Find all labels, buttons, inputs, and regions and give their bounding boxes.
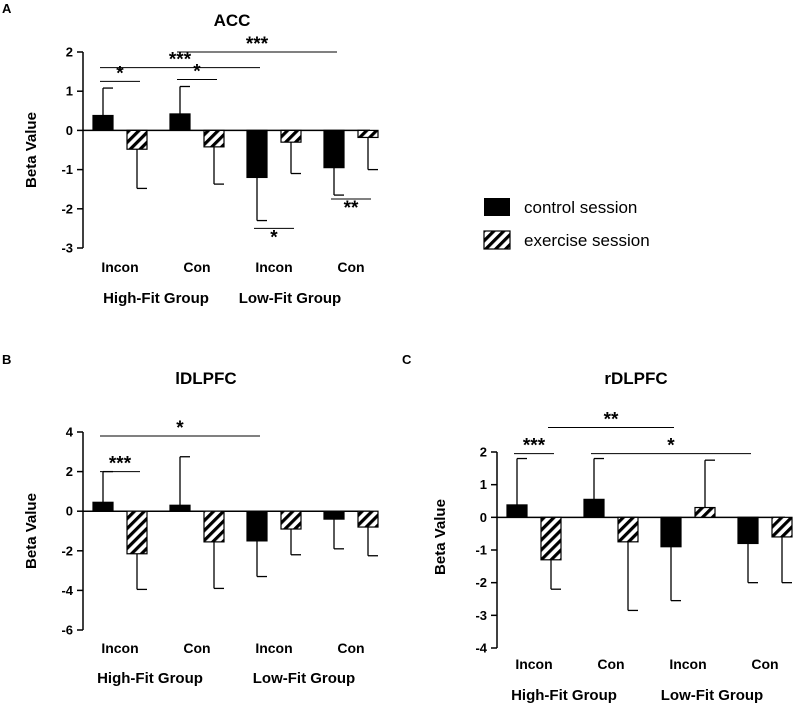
y-tick-label: 2 — [66, 464, 73, 479]
panel-a-letter: A — [2, 1, 12, 16]
legend: control session exercise session — [483, 198, 650, 250]
y-tick-label: 4 — [66, 425, 74, 440]
significance-marker: * — [193, 61, 201, 82]
x-category-label: Con — [183, 640, 210, 656]
panel-c-title: rDLPFC — [604, 369, 667, 388]
x-category-label: Incon — [101, 640, 138, 656]
x-category-label: Con — [597, 656, 624, 672]
x-category-label: Con — [183, 259, 210, 275]
panel-a: A ACC Beta Value -3 -2 -1 0 1 2 Incon Con Incon C… — [2, 1, 379, 307]
panel-c: C rDLPFC Beta Value -4 -3 -2 -1 0 1 2 Incon Con I… — [402, 352, 793, 704]
y-tick-label: -2 — [61, 543, 73, 558]
bar-exercise — [203, 129, 225, 148]
x-category-label: Incon — [255, 259, 292, 275]
bar-exercise — [540, 516, 562, 561]
significance-marker: * — [176, 418, 184, 439]
bar-exercise — [280, 510, 302, 530]
y-tick-label: 2 — [480, 445, 487, 460]
significance-marker: * — [667, 436, 675, 457]
y-tick-label: 0 — [66, 504, 73, 519]
y-tick-label: -6 — [61, 623, 73, 638]
bar-control — [246, 129, 268, 179]
panel-a-y-axis-title: Beta Value — [23, 112, 40, 188]
panel-c-plot: -4 -3 -2 -1 0 1 2 Incon Con Incon Con High-Fit Grou… — [475, 410, 793, 704]
y-tick-label: -3 — [475, 608, 487, 623]
y-tick-label: -1 — [61, 162, 73, 177]
panel-c-y-axis-title: Beta Value — [432, 499, 449, 575]
bar-control — [92, 114, 114, 131]
bar-exercise — [126, 510, 148, 555]
panel-c-letter: C — [402, 352, 412, 367]
significance-marker: *** — [246, 34, 269, 55]
legend-swatch-exercise — [483, 230, 511, 250]
y-tick-label: -4 — [475, 641, 487, 656]
significance-marker: ** — [604, 410, 619, 431]
bar-control — [169, 113, 191, 131]
bar-exercise — [357, 129, 379, 139]
x-group-label: High-Fit Group — [511, 687, 617, 704]
legend-swatch-control — [484, 198, 510, 216]
significance-marker: *** — [523, 436, 546, 457]
bar-control — [583, 498, 605, 518]
y-tick-label: 2 — [66, 45, 73, 60]
y-tick-label: -4 — [61, 583, 73, 598]
x-group-label: High-Fit Group — [97, 670, 203, 687]
bar-exercise — [126, 129, 148, 150]
significance-marker: * — [116, 63, 124, 84]
legend-label-exercise: exercise session — [524, 231, 650, 250]
bar-control — [737, 516, 759, 545]
bar-exercise — [694, 506, 716, 518]
x-category-label: Incon — [669, 656, 706, 672]
x-group-label: Low-Fit Group — [239, 290, 341, 307]
y-tick-label: -2 — [475, 575, 487, 590]
significance-marker: *** — [169, 50, 192, 71]
y-tick-label: -2 — [61, 201, 73, 216]
x-category-label: Incon — [255, 640, 292, 656]
panel-b-letter: B — [2, 352, 11, 367]
panel-a-plot: -3 -2 -1 0 1 2 Incon Con Incon Con High-Fit Group L… — [61, 34, 379, 307]
y-tick-label: -1 — [475, 543, 487, 558]
legend-label-control: control session — [524, 198, 637, 217]
x-category-label: Con — [337, 259, 364, 275]
x-category-label: Incon — [515, 656, 552, 672]
bar-control — [323, 129, 345, 169]
bar-exercise — [280, 129, 302, 143]
x-group-label: High-Fit Group — [103, 290, 209, 307]
y-tick-label: 0 — [480, 510, 487, 525]
y-tick-label: 1 — [480, 477, 487, 492]
significance-marker: * — [270, 227, 278, 248]
bar-control — [660, 516, 682, 548]
significance-marker: *** — [109, 454, 132, 475]
panel-b-title: lDLPFC — [175, 369, 236, 388]
bar-control — [246, 510, 268, 542]
bar-exercise — [617, 516, 639, 543]
bar-control — [323, 510, 345, 520]
panel-b-plot: -6 -4 -2 0 2 4 Incon Con Incon Con High-Fit Group L… — [61, 418, 379, 687]
y-tick-label: -3 — [61, 241, 73, 256]
bar-control — [92, 501, 114, 512]
x-category-label: Incon — [101, 259, 138, 275]
panel-b: B lDLPFC Beta Value -6 -4 -2 0 2 4 Incon Con Inc… — [2, 352, 379, 687]
bar-exercise — [203, 510, 225, 543]
x-category-label: Con — [337, 640, 364, 656]
significance-marker: ** — [344, 198, 359, 219]
x-category-label: Con — [751, 656, 778, 672]
x-group-label: Low-Fit Group — [661, 687, 763, 704]
panel-b-y-axis-title: Beta Value — [23, 493, 40, 569]
x-group-label: Low-Fit Group — [253, 670, 355, 687]
bar-control — [169, 504, 191, 512]
bar-exercise — [357, 510, 379, 528]
y-tick-label: 0 — [66, 123, 73, 138]
panel-a-title: ACC — [214, 11, 251, 30]
bar-exercise — [771, 516, 793, 538]
y-tick-label: 1 — [66, 84, 73, 99]
bar-control — [506, 504, 528, 518]
